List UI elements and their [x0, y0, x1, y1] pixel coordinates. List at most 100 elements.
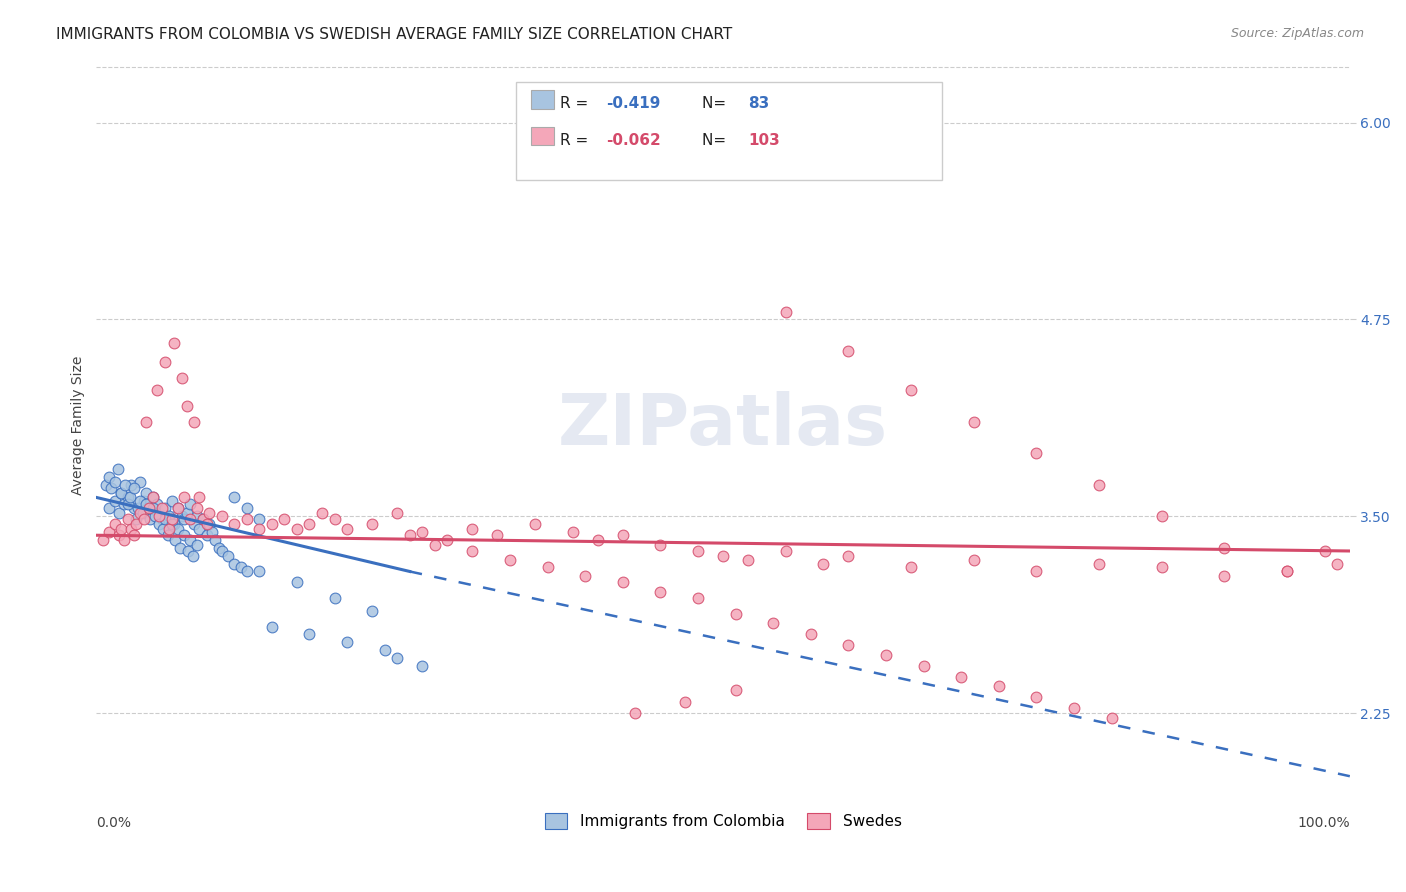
Point	[165, 533, 187, 547]
Point	[612, 575, 634, 590]
Point	[142, 491, 165, 505]
Point	[963, 415, 986, 429]
Point	[900, 559, 922, 574]
Point	[1150, 559, 1173, 574]
Point	[129, 475, 152, 489]
Point	[247, 565, 270, 579]
Text: IMMIGRANTS FROM COLOMBIA VS SWEDISH AVERAGE FAMILY SIZE CORRELATION CHART: IMMIGRANTS FROM COLOMBIA VS SWEDISH AVER…	[56, 27, 733, 42]
Point	[1275, 565, 1298, 579]
Point	[104, 493, 127, 508]
Point	[122, 481, 145, 495]
Legend: Immigrants from Colombia, Swedes: Immigrants from Colombia, Swedes	[538, 807, 908, 836]
Point	[224, 491, 246, 505]
Point	[298, 627, 321, 641]
Point	[117, 491, 139, 505]
Point	[148, 506, 170, 520]
Point	[191, 512, 214, 526]
Point	[142, 491, 165, 505]
Point	[236, 565, 259, 579]
Point	[135, 415, 157, 429]
Point	[183, 517, 205, 532]
Point	[1150, 509, 1173, 524]
Point	[800, 627, 823, 641]
Text: N=: N=	[702, 96, 731, 112]
Point	[132, 493, 155, 508]
Point	[169, 541, 191, 555]
Point	[686, 544, 709, 558]
FancyBboxPatch shape	[531, 127, 554, 145]
Point	[97, 470, 120, 484]
Point	[1025, 565, 1047, 579]
Point	[837, 639, 859, 653]
Point	[686, 591, 709, 606]
Point	[411, 525, 433, 540]
Point	[179, 533, 201, 547]
Point	[361, 604, 384, 618]
Point	[1025, 690, 1047, 705]
Point	[1063, 701, 1085, 715]
Point	[143, 509, 166, 524]
Point	[385, 506, 408, 520]
Point	[837, 549, 859, 563]
Point	[135, 497, 157, 511]
Point	[574, 569, 596, 583]
Point	[148, 509, 170, 524]
Point	[201, 525, 224, 540]
Point	[120, 478, 142, 492]
Point	[963, 553, 986, 567]
Point	[150, 501, 173, 516]
Text: 83: 83	[748, 96, 769, 112]
Point	[160, 493, 183, 508]
Point	[160, 512, 183, 526]
Point	[536, 559, 558, 574]
Point	[122, 501, 145, 516]
Point	[125, 512, 148, 526]
Point	[166, 501, 188, 516]
Point	[211, 509, 233, 524]
Point	[813, 557, 835, 571]
Point	[152, 522, 174, 536]
Point	[336, 522, 359, 536]
Point	[91, 533, 114, 547]
Point	[912, 659, 935, 673]
Point	[1088, 478, 1111, 492]
Point	[900, 384, 922, 398]
Point	[217, 549, 239, 563]
Point	[499, 553, 522, 567]
Point	[176, 399, 198, 413]
Text: 100.0%: 100.0%	[1298, 815, 1350, 830]
Point	[129, 493, 152, 508]
Point	[107, 462, 129, 476]
Point	[155, 512, 177, 526]
Text: R =: R =	[560, 133, 593, 148]
Point	[163, 517, 186, 532]
Point	[461, 544, 484, 558]
Point	[298, 517, 321, 532]
Point	[179, 512, 201, 526]
Point	[186, 538, 208, 552]
Point	[461, 522, 484, 536]
Point	[762, 616, 785, 631]
Point	[950, 670, 973, 684]
Point	[179, 497, 201, 511]
Point	[711, 549, 734, 563]
Point	[385, 651, 408, 665]
Point	[173, 528, 195, 542]
Point	[260, 517, 283, 532]
Text: ZIPatlas: ZIPatlas	[558, 392, 889, 460]
Point	[100, 481, 122, 495]
Point	[650, 538, 672, 552]
Point	[195, 528, 218, 542]
Point	[120, 491, 142, 505]
Point	[127, 501, 149, 516]
Point	[411, 659, 433, 673]
Point	[157, 509, 180, 524]
Point	[142, 501, 165, 516]
Point	[129, 506, 152, 520]
FancyBboxPatch shape	[531, 90, 554, 109]
Point	[336, 635, 359, 649]
Point	[423, 538, 446, 552]
Text: -0.062: -0.062	[606, 133, 661, 148]
Point	[139, 512, 162, 526]
Point	[96, 478, 118, 492]
